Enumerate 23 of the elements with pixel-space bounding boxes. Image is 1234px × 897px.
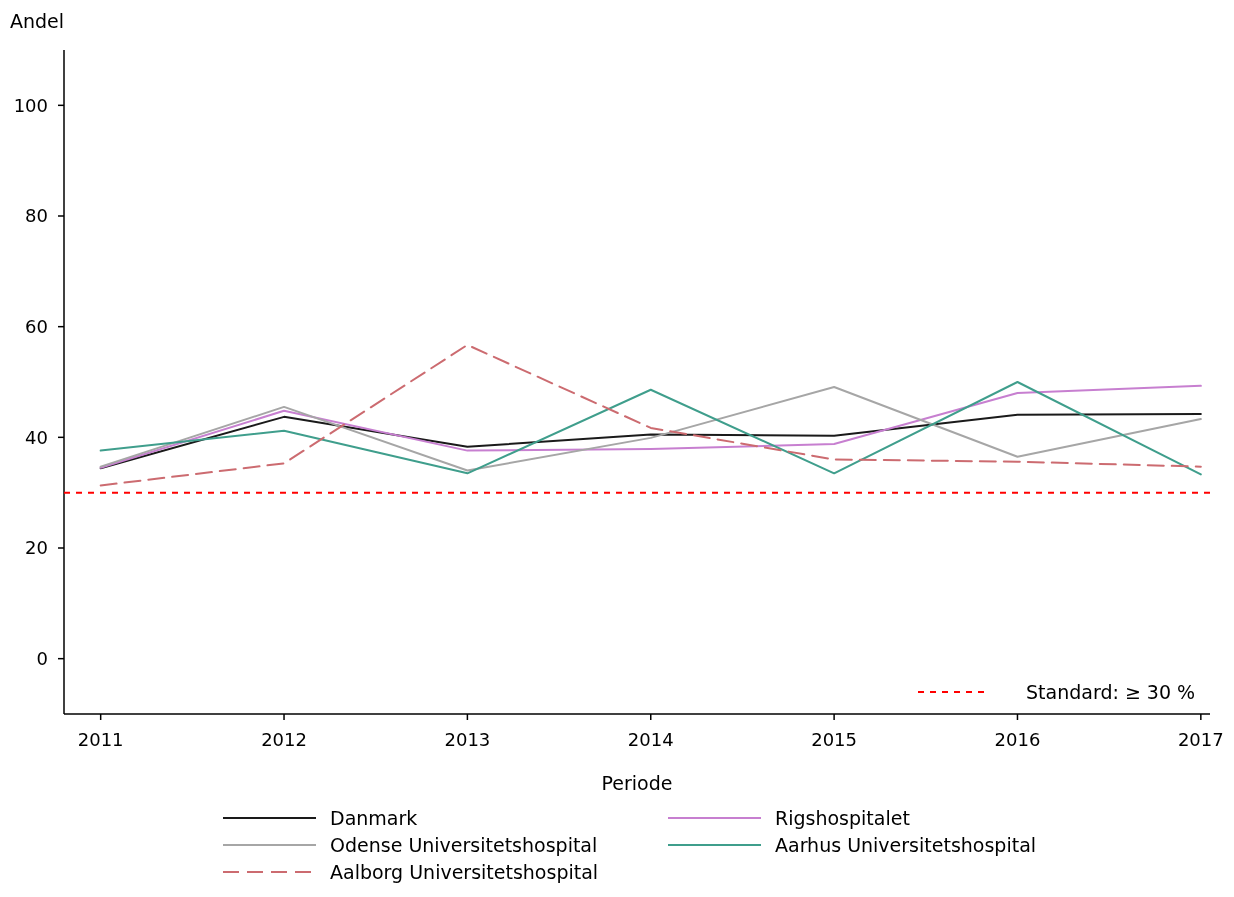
- legend-label: Danmark: [330, 806, 418, 829]
- y-tick-label: 60: [25, 315, 48, 337]
- line-series: [99, 413, 1202, 470]
- y-tick-label: 80: [25, 205, 48, 227]
- y-tick-label: 0: [36, 647, 48, 669]
- legend-label: Standard: ≥ 30 %: [1026, 680, 1196, 703]
- x-tick-label: 2012: [261, 729, 307, 750]
- x-tick-label: 2016: [994, 729, 1041, 750]
- x-tick-label: 2013: [444, 729, 491, 750]
- x-tick-label: 2015: [811, 729, 858, 750]
- x-axis-title: Periode: [601, 772, 673, 794]
- x-tick-label: 2014: [627, 729, 674, 750]
- legend-label: Aarhus Universitetshospital: [775, 833, 1037, 856]
- y-tick-label: 100: [13, 94, 48, 116]
- y-tick-label: 40: [25, 426, 48, 448]
- y-axis-title: Andel: [10, 10, 65, 32]
- x-tick-label: 2017: [1177, 729, 1224, 750]
- legend-label: Rigshospitalet: [775, 806, 910, 829]
- y-tick-label: 20: [25, 537, 48, 559]
- x-tick-label: 2011: [77, 729, 124, 750]
- legend-label: Aalborg Universitetshospital: [330, 860, 599, 883]
- line-series: [99, 343, 1202, 487]
- legend-label: Odense Universitetshospital: [330, 833, 598, 856]
